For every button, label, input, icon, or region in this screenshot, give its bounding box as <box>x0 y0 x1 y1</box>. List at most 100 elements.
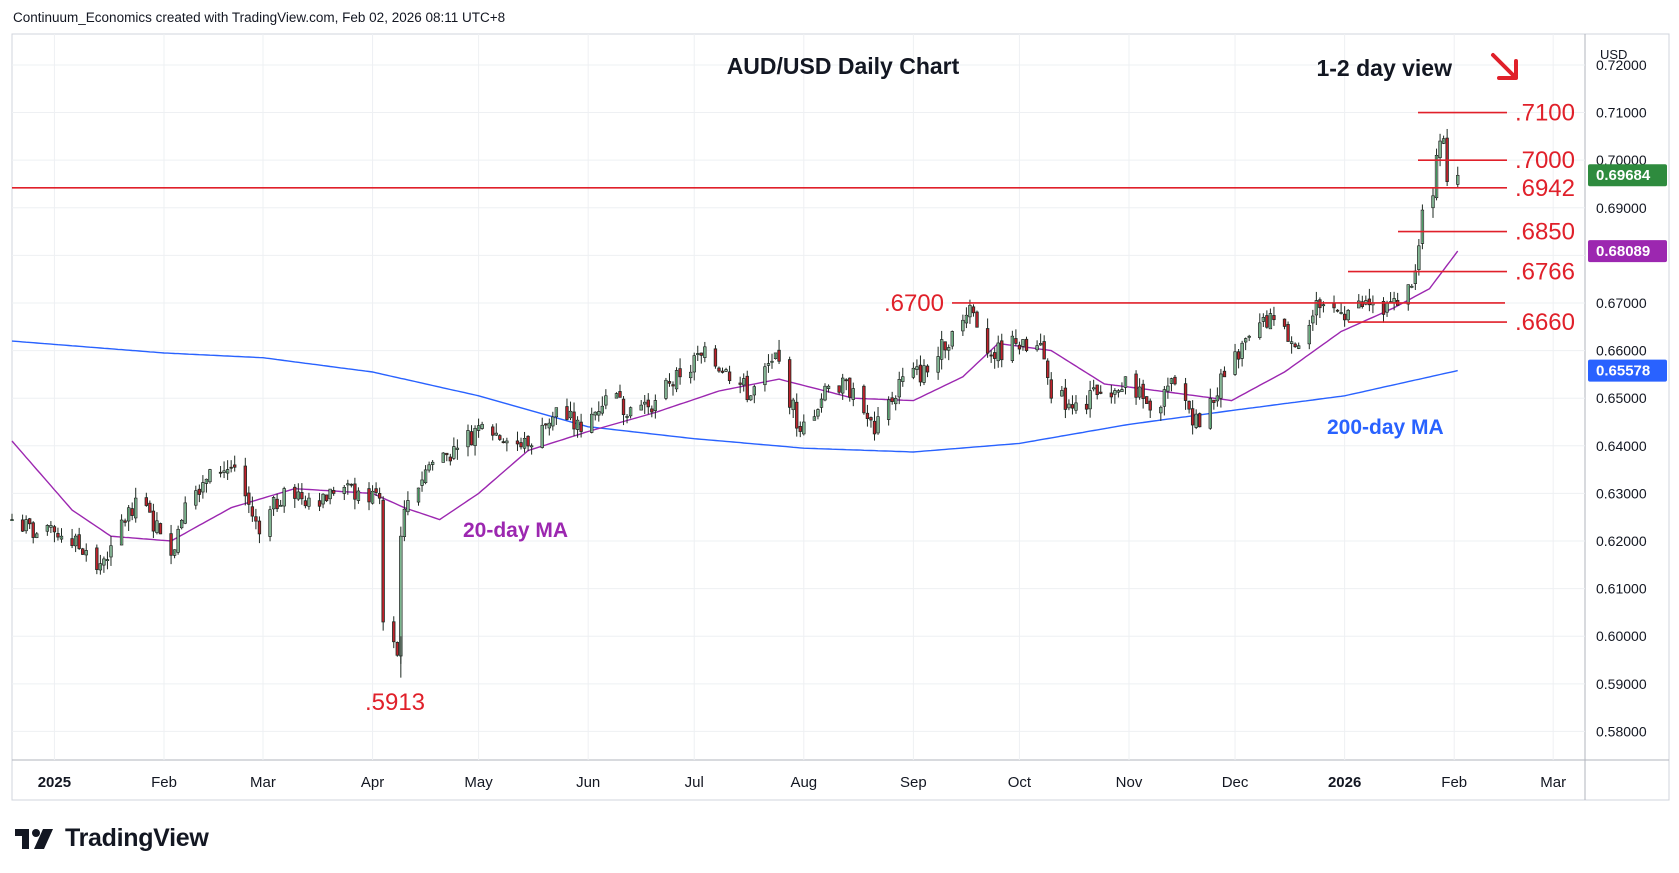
candle <box>1357 294 1361 309</box>
candle <box>169 524 173 565</box>
candle <box>1091 379 1096 392</box>
candle <box>763 363 767 392</box>
candle <box>544 423 548 430</box>
candle <box>1215 387 1220 407</box>
candle <box>257 516 262 544</box>
candle <box>1212 399 1216 410</box>
tradingview-logo[interactable]: TradingView <box>13 824 209 853</box>
candle <box>1035 340 1039 352</box>
price-tick-label: 0.71000 <box>1596 105 1647 121</box>
candle <box>639 400 643 411</box>
time-tick-label: Jul <box>685 774 704 791</box>
candle <box>522 431 527 453</box>
candle <box>31 521 35 544</box>
candle <box>1145 396 1149 404</box>
time-tick-label: Nov <box>1116 774 1143 791</box>
candle <box>81 547 85 555</box>
candle <box>890 391 894 405</box>
candle <box>254 508 258 530</box>
candle <box>194 485 198 510</box>
candle <box>406 491 410 516</box>
candle <box>643 395 647 414</box>
candle <box>300 483 304 505</box>
grid-lines <box>12 34 1585 760</box>
candle <box>1247 334 1251 342</box>
candle <box>1095 384 1099 400</box>
candle <box>1198 412 1202 428</box>
price-tick-label: 0.70000 <box>1596 152 1647 168</box>
plot-area-border <box>11 33 1670 801</box>
candle <box>752 384 756 404</box>
candle <box>1339 303 1343 315</box>
candle <box>1024 336 1029 353</box>
price-axis: USD 0.720000.710000.700000.690000.680000… <box>1596 47 1647 739</box>
candle <box>324 494 329 503</box>
candle <box>1289 336 1294 354</box>
candlestick-series <box>10 128 1460 678</box>
candle <box>692 352 696 381</box>
time-axis: 2025 Feb Mar Apr May Jun Jul Aug Sep Oct Nov Dec 202… <box>38 774 1566 791</box>
candle <box>233 455 237 472</box>
candle <box>10 513 14 521</box>
candle <box>1134 370 1138 405</box>
candle <box>823 383 827 402</box>
candle <box>346 479 350 495</box>
candle <box>271 495 276 516</box>
candle <box>473 425 477 456</box>
tradingview-logo-icon <box>15 828 53 849</box>
candle <box>939 330 944 370</box>
candle <box>155 512 159 535</box>
candle <box>1371 295 1375 314</box>
time-tick-label: Sep <box>900 774 927 791</box>
candle <box>28 517 32 529</box>
candle <box>130 502 134 521</box>
candle <box>971 304 976 317</box>
candle <box>1438 133 1442 167</box>
level-label: .6850 <box>1515 219 1575 246</box>
candle <box>480 421 484 430</box>
candle <box>551 411 555 431</box>
ma200-badge: 0.65578 <box>1588 359 1667 382</box>
candle <box>349 483 354 488</box>
candle <box>1360 295 1364 309</box>
candle <box>144 492 148 507</box>
last-price-badge-text: 0.69684 <box>1596 167 1651 184</box>
candle <box>1109 384 1114 404</box>
candle <box>1410 284 1414 289</box>
candle <box>922 359 926 386</box>
candle <box>678 358 682 385</box>
candle <box>773 352 778 360</box>
candle <box>1141 379 1145 409</box>
price-badges: 0.69684 0.68089 0.65578 <box>1588 164 1667 382</box>
candle <box>1456 166 1460 188</box>
candle <box>614 392 619 399</box>
candle <box>505 437 509 452</box>
candle <box>172 549 177 559</box>
candle <box>897 371 901 405</box>
candle <box>689 364 693 384</box>
candle <box>738 376 742 394</box>
candle <box>1413 264 1418 291</box>
time-tick-label: Dec <box>1222 774 1249 791</box>
candle <box>307 492 311 510</box>
candle <box>1431 188 1435 218</box>
candle <box>342 484 346 501</box>
candle <box>851 382 855 407</box>
candle <box>993 347 997 369</box>
arrow-down-right-icon <box>1491 53 1518 80</box>
candle <box>749 395 753 402</box>
candle <box>501 438 506 444</box>
candle <box>179 518 184 530</box>
candle <box>1162 386 1167 416</box>
candle <box>646 393 650 415</box>
candle <box>1116 389 1121 398</box>
candle <box>229 460 233 473</box>
candle <box>317 492 322 512</box>
candle <box>918 355 923 387</box>
price-tick-label: 0.58000 <box>1596 723 1647 739</box>
candle <box>844 378 848 391</box>
candle <box>915 359 919 376</box>
candle <box>618 384 622 398</box>
candle <box>1441 135 1446 145</box>
